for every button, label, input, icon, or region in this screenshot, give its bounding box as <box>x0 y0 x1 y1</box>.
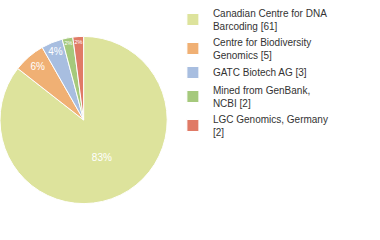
svg-text:6%: 6% <box>31 61 46 72</box>
svg-text:LGC Genomics, Germany[2]: LGC Genomics, Germany[2] <box>213 114 328 138</box>
svg-text:83%: 83% <box>92 152 112 163</box>
svg-text:GATC Biotech AG [3]: GATC Biotech AG [3] <box>213 67 307 78</box>
svg-text:2%: 2% <box>74 39 82 45</box>
svg-text:4%: 4% <box>48 46 63 57</box>
svg-text:Mined from GenBank,NCBI [2]: Mined from GenBank,NCBI [2] <box>213 85 310 109</box>
svg-text:Centre for BiodiversityGenomic: Centre for BiodiversityGenomics [5] <box>213 37 311 61</box>
svg-text:Canadian Centre for DNABarcodi: Canadian Centre for DNABarcoding [61] <box>213 8 327 32</box>
svg-text:2%: 2% <box>64 40 72 46</box>
